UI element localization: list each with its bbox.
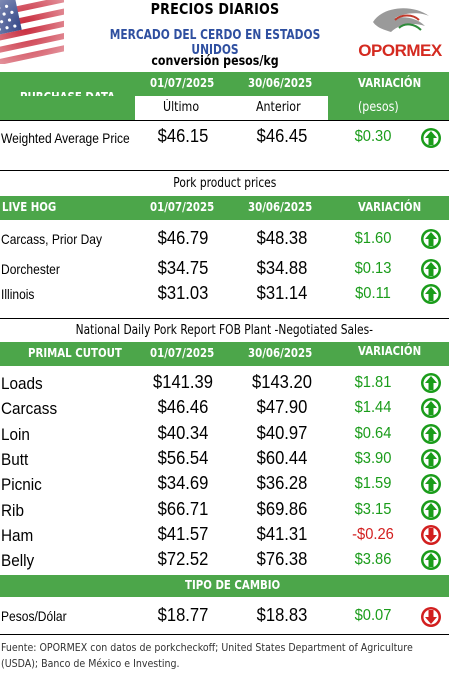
var-subtitle: (pesos)	[358, 100, 399, 115]
purchase-date1: 01/07/2025	[150, 76, 215, 90]
previous-value: $143.20	[252, 372, 312, 392]
current-value: $40.34	[157, 422, 209, 443]
current-value: $141.39	[153, 372, 213, 392]
current-value: $41.57	[157, 523, 209, 544]
primal-date2: 30/06/2025	[248, 346, 313, 360]
table-row: Dorchester $34.75 $34.88 $0.13	[0, 256, 449, 282]
previous-value: $60.44	[256, 447, 308, 468]
variation-value: $3.15	[354, 500, 392, 518]
live-hog-date2: 30/06/2025	[248, 200, 313, 214]
arrow-up-circle-icon	[420, 372, 442, 394]
row-label: Butt	[1, 449, 29, 469]
previous-value: $76.38	[256, 549, 308, 570]
variation-value: $1.59	[354, 475, 392, 493]
previous-value: $40.97	[256, 422, 308, 443]
live-hog-var-label: VARIACIÓN	[358, 200, 422, 214]
table-row: Weighted Average Price $46.15 $46.45 $0.…	[0, 124, 449, 152]
divider	[0, 318, 449, 319]
purchase-date2: 30/06/2025	[248, 76, 313, 90]
pork-product-caption: Pork product prices	[172, 176, 276, 191]
arrow-up-circle-icon	[420, 258, 442, 280]
report-subtitle: MERCADO DEL CERDO EN ESTADOS UNIDOS	[109, 28, 321, 58]
divider	[0, 170, 449, 171]
table-row: Illinois $31.03 $31.14 $0.11	[0, 281, 449, 307]
exchange-label: TIPO DE CAMBIO	[185, 578, 281, 592]
variation-value: -$0.26	[352, 525, 394, 543]
current-value: $34.69	[157, 473, 209, 494]
source-footer: Fuente: OPORMEX con datos de porkcheckof…	[1, 641, 413, 670]
exchange-header: TIPO DE CAMBIO	[0, 575, 449, 597]
arrow-down-circle-icon	[420, 606, 442, 628]
purchase-var-label: VARIACIÓN	[358, 76, 422, 90]
table-row: Loads $141.39 $143.20 $1.81	[0, 371, 449, 396]
arrow-up-circle-icon	[420, 473, 442, 495]
table-row: Butt $56.54 $60.44 $3.90	[0, 447, 449, 472]
previous-subtitle: Anterior	[256, 100, 301, 115]
arrow-up-circle-icon	[420, 127, 442, 149]
row-label: Loin	[1, 424, 30, 444]
current-value: $56.54	[157, 447, 209, 468]
last-subtitle: Último	[163, 100, 200, 115]
previous-value: $47.90	[256, 397, 308, 418]
primal-label: PRIMAL CUTOUT	[28, 346, 122, 360]
live-hog-label: LIVE HOG	[2, 200, 57, 214]
divider	[0, 634, 449, 635]
variation-value: $1.81	[354, 374, 392, 391]
row-label: Rib	[1, 500, 24, 520]
row-label: Loads	[1, 374, 43, 393]
table-row: Rib $66.71 $69.86 $3.15	[0, 498, 449, 523]
arrow-up-circle-icon	[420, 228, 442, 250]
row-label: Carcass	[1, 399, 58, 419]
arrow-up-circle-icon	[420, 397, 442, 419]
primal-date1: 01/07/2025	[150, 346, 215, 360]
previous-value: $41.31	[256, 523, 308, 544]
current-value: $72.52	[157, 549, 209, 570]
row-label: Ham	[1, 525, 34, 545]
report-title: PRECIOS DIARIOS	[150, 0, 280, 18]
variation-value: $3.90	[354, 449, 392, 467]
table-row: Carcass, Prior Day $46.79 $48.38 $1.60	[0, 226, 449, 252]
us-flag-icon	[0, 0, 64, 64]
variation-value: $1.44	[354, 399, 392, 417]
arrow-up-circle-icon	[420, 283, 442, 305]
table-row: Picnic $34.69 $36.28 $1.59	[0, 472, 449, 497]
divider	[0, 120, 449, 121]
previous-value: $36.28	[256, 473, 308, 494]
arrow-up-circle-icon	[420, 423, 442, 445]
previous-value: $69.86	[256, 498, 308, 519]
purchase-data-header: PURCHASE DATA 01/07/2025 30/06/2025 VARI…	[0, 72, 449, 104]
table-row: Pesos/Dólar $18.77 $18.83 $0.07	[0, 602, 449, 630]
purchase-subheader: (pesos) Último Anterior	[0, 96, 449, 120]
table-row: Ham $41.57 $41.31 -$0.26	[0, 523, 449, 548]
primal-var-label: VARIACIÓN	[358, 344, 422, 358]
units-caption: conversión pesos/kg	[151, 54, 279, 69]
live-hog-header: LIVE HOG 01/07/2025 30/06/2025 VARIACIÓN	[0, 196, 449, 220]
opormex-logo: OPORMEX	[355, 2, 445, 66]
primal-caption: National Daily Pork Report FOB Plant -Ne…	[75, 323, 374, 338]
arrow-up-circle-icon	[420, 499, 442, 521]
row-label: Belly	[1, 551, 35, 571]
live-hog-date1: 01/07/2025	[150, 200, 215, 214]
variation-value: $0.64	[354, 424, 392, 442]
table-row: Belly $72.52 $76.38 $3.86	[0, 548, 449, 573]
table-row: Carcass $46.46 $47.90 $1.44	[0, 396, 449, 421]
arrow-up-circle-icon	[420, 549, 442, 571]
current-value: $46.46	[157, 397, 209, 418]
current-value: $66.71	[157, 498, 209, 519]
report-header: PRECIOS DIARIOS MERCADO DEL CERDO EN EST…	[0, 0, 449, 72]
logo-text: OPORMEX	[358, 41, 443, 60]
primal-cutout-header: PRIMAL CUTOUT 01/07/2025 30/06/2025 VARI…	[0, 342, 449, 366]
arrow-up-circle-icon	[420, 448, 442, 470]
row-label: Picnic	[1, 475, 42, 495]
table-row: Loin $40.34 $40.97 $0.64	[0, 422, 449, 447]
variation-value: $3.86	[354, 551, 392, 569]
arrow-down-circle-icon	[420, 524, 442, 546]
